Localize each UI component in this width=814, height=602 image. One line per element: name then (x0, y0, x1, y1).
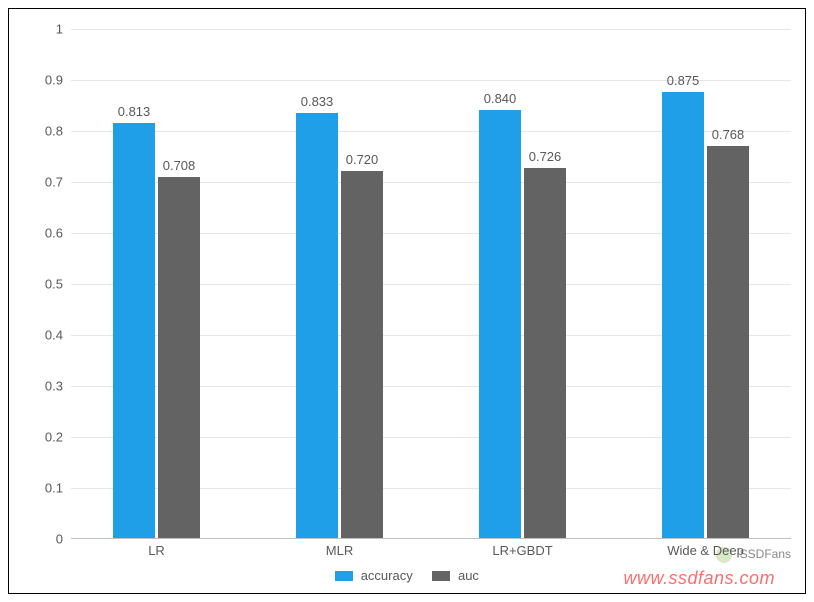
ytick-label: 0.5 (23, 277, 63, 292)
legend-label-auc: auc (458, 568, 479, 583)
ytick-label: 0.3 (23, 379, 63, 394)
legend-label-accuracy: accuracy (361, 568, 413, 583)
plot-area: 0.813 0.708 0.833 0.720 0.840 0.726 0.875 0.768 (71, 29, 791, 539)
bar-auc (524, 168, 566, 538)
ytick-label: 0.7 (23, 175, 63, 190)
bar-accuracy (113, 123, 155, 538)
bar-value-label: 0.726 (529, 149, 562, 164)
watermark-url: www.ssdfans.com (623, 568, 775, 589)
bar-accuracy (662, 92, 704, 538)
watermark-badge-text: SSDFans (740, 547, 791, 561)
bar-value-label: 0.875 (667, 73, 700, 88)
bar-value-label: 0.768 (712, 127, 745, 142)
xtick-label: MLR (326, 543, 353, 558)
bar-accuracy (296, 113, 338, 538)
xtick-label: Wide & Deep (667, 543, 744, 558)
bar-value-label: 0.840 (484, 91, 517, 106)
bar-auc (707, 146, 749, 538)
bar-value-label: 0.720 (346, 152, 379, 167)
ytick-label: 0.8 (23, 124, 63, 139)
ytick-label: 0.2 (23, 430, 63, 445)
legend-swatch-accuracy (335, 571, 353, 581)
ytick-label: 0.1 (23, 481, 63, 496)
legend-item-auc: auc (432, 567, 479, 583)
bar-auc (158, 177, 200, 538)
bar-value-label: 0.813 (118, 104, 151, 119)
ytick-label: 0.9 (23, 73, 63, 88)
gridline (71, 29, 791, 30)
xtick-label: LR (148, 543, 165, 558)
bar-accuracy (479, 110, 521, 538)
ytick-label: 0 (23, 532, 63, 547)
ytick-label: 0.4 (23, 328, 63, 343)
ytick-label: 1 (23, 22, 63, 37)
xtick-label: LR+GBDT (492, 543, 552, 558)
legend-item-accuracy: accuracy (335, 567, 413, 583)
ytick-label: 0.6 (23, 226, 63, 241)
bar-value-label: 0.708 (163, 158, 196, 173)
bar-auc (341, 171, 383, 538)
chart-frame: 0.813 0.708 0.833 0.720 0.840 0.726 0.875 0.768… (8, 8, 806, 594)
legend-swatch-auc (432, 571, 450, 581)
bar-value-label: 0.833 (301, 94, 334, 109)
